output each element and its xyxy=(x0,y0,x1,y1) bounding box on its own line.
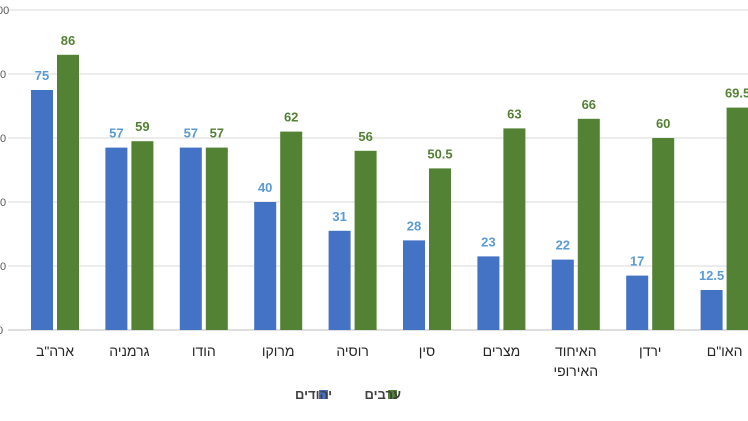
legend-label-jews: יהודים xyxy=(295,387,332,402)
category-label: הודו xyxy=(192,343,216,359)
bar-arabs xyxy=(280,131,303,330)
gridlines xyxy=(8,9,748,331)
category-label: רוסיה xyxy=(336,343,369,359)
bar-jews xyxy=(477,256,500,330)
y-tick-label: 80 xyxy=(0,69,6,81)
bar-jews xyxy=(403,240,425,330)
bar-arabs xyxy=(652,138,675,330)
bar-arabs xyxy=(429,168,451,330)
data-label-jews: 17 xyxy=(630,254,644,269)
category-label: האיחוד xyxy=(555,343,597,359)
data-label-arabs: 59 xyxy=(135,119,149,134)
legend-swatch-arabs xyxy=(388,390,397,399)
bar-jews xyxy=(328,230,351,330)
y-tick-label: 100 xyxy=(0,5,9,17)
y-axis-ticks: 0 20 40 60 80 100 xyxy=(0,5,9,337)
bar-arabs xyxy=(503,128,526,330)
data-label-arabs: 60 xyxy=(656,116,670,131)
data-label-arabs: 56 xyxy=(358,129,372,144)
bar-jews xyxy=(105,147,128,330)
legend: יהודים ערבים xyxy=(295,387,401,402)
bar-arabs xyxy=(131,141,154,330)
bar-jews xyxy=(551,259,574,330)
data-label-jews: 23 xyxy=(481,234,495,249)
bars xyxy=(31,54,748,331)
category-labels: ארה"ב גרמניה הודו מרוקו רוסיה סין מצרים האיחוד ה… xyxy=(36,343,743,379)
category-label: האו"ם xyxy=(707,343,743,359)
data-label-jews: 40 xyxy=(258,180,272,195)
bar-arabs xyxy=(354,150,377,330)
data-label-jews: 57 xyxy=(109,126,123,141)
y-tick-label: 40 xyxy=(0,197,6,209)
data-label-jews: 31 xyxy=(332,209,346,224)
legend-label-arabs: ערבים xyxy=(365,387,402,402)
data-label-jews: 28 xyxy=(407,218,421,233)
bar-arabs xyxy=(57,54,79,331)
category-label: גרמניה xyxy=(109,343,149,359)
bar-jews xyxy=(179,147,202,330)
y-tick-label: 60 xyxy=(0,133,6,145)
bar-arabs xyxy=(205,147,228,330)
data-label-arabs: 57 xyxy=(210,126,224,141)
data-label-jews: 57 xyxy=(184,126,198,141)
category-label: מרוקו xyxy=(262,343,295,359)
data-label-arabs: 69.5 xyxy=(725,86,748,101)
data-label-jews: 12.5 xyxy=(699,268,724,283)
y-tick-label: 0 xyxy=(0,325,3,337)
category-label: סין xyxy=(419,343,435,359)
bar-jews xyxy=(626,275,649,330)
value-labels: 75 86 57 59 57 57 40 62 31 56 28 50.5 23 63 22 66 17 60 12… xyxy=(35,33,748,283)
data-label-jews: 75 xyxy=(35,68,49,83)
category-label: מצרים xyxy=(483,343,521,359)
category-label: האירופי xyxy=(554,363,599,379)
category-label: ארה"ב xyxy=(36,343,74,359)
data-label-arabs: 66 xyxy=(582,97,596,112)
data-label-arabs: 62 xyxy=(284,110,298,125)
data-label-jews: 22 xyxy=(556,238,570,253)
bar-arabs xyxy=(577,118,600,330)
data-label-arabs: 50.5 xyxy=(427,146,452,161)
bar-arabs xyxy=(726,107,748,330)
legend-swatch-jews xyxy=(319,390,328,399)
category-label: ירדן xyxy=(639,343,662,359)
data-label-arabs: 63 xyxy=(507,106,521,121)
data-label-arabs: 86 xyxy=(61,33,75,48)
bar-jews xyxy=(700,290,723,330)
bar-jews xyxy=(31,90,53,330)
bar-jews xyxy=(254,202,277,330)
y-tick-label: 20 xyxy=(0,261,6,273)
